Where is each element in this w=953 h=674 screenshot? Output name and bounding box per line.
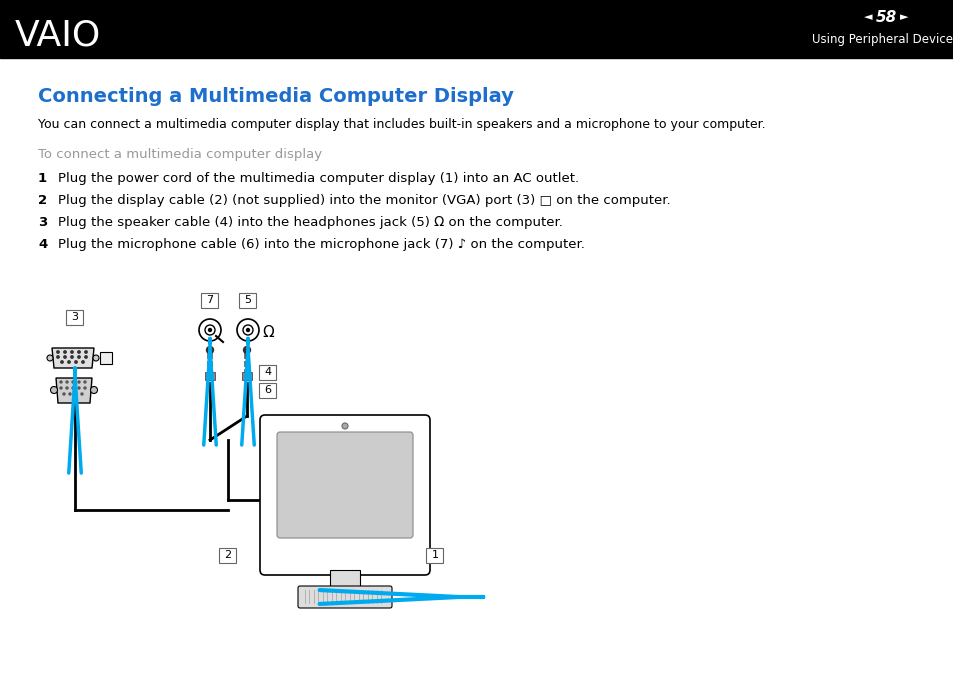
Circle shape <box>51 386 57 394</box>
Text: 1: 1 <box>431 550 438 560</box>
Circle shape <box>60 387 62 389</box>
Bar <box>67 309 84 324</box>
Circle shape <box>78 350 80 353</box>
Circle shape <box>243 325 253 335</box>
Bar <box>219 547 236 563</box>
Circle shape <box>69 393 71 395</box>
Circle shape <box>71 350 73 353</box>
Circle shape <box>64 356 66 358</box>
Circle shape <box>64 350 66 353</box>
Circle shape <box>243 346 251 353</box>
Text: 3: 3 <box>71 312 78 322</box>
Circle shape <box>84 381 86 383</box>
Text: 3: 3 <box>38 216 48 229</box>
Circle shape <box>205 325 214 335</box>
Text: 6: 6 <box>264 385 272 395</box>
Bar <box>201 293 218 307</box>
Text: ◄: ◄ <box>862 12 871 22</box>
Circle shape <box>91 386 97 394</box>
Circle shape <box>57 356 59 358</box>
Text: 4: 4 <box>264 367 272 377</box>
Bar <box>426 547 443 563</box>
Text: Ω: Ω <box>262 325 274 340</box>
Circle shape <box>74 361 77 363</box>
FancyBboxPatch shape <box>276 432 413 538</box>
Circle shape <box>60 381 62 383</box>
Text: Plug the display cable (2) (not supplied) into the monitor (VGA) port (3) □ on t: Plug the display cable (2) (not supplied… <box>58 194 670 207</box>
Bar <box>270 542 419 567</box>
FancyBboxPatch shape <box>297 586 392 608</box>
Circle shape <box>246 328 250 332</box>
Circle shape <box>71 387 74 389</box>
Circle shape <box>341 423 348 429</box>
Circle shape <box>85 350 87 353</box>
Text: To connect a multimedia computer display: To connect a multimedia computer display <box>38 148 322 161</box>
Text: 7: 7 <box>206 295 213 305</box>
Circle shape <box>206 346 213 353</box>
Circle shape <box>92 355 99 361</box>
Circle shape <box>61 361 63 363</box>
Bar <box>239 293 256 307</box>
Bar <box>242 372 252 380</box>
Bar <box>259 383 276 398</box>
Text: 2: 2 <box>38 194 47 207</box>
Text: Plug the power cord of the multimedia computer display (1) into an AC outlet.: Plug the power cord of the multimedia co… <box>58 172 578 185</box>
Text: Connecting a Multimedia Computer Display: Connecting a Multimedia Computer Display <box>38 87 514 106</box>
Bar <box>0 0 953 58</box>
Circle shape <box>84 387 86 389</box>
Bar <box>100 352 112 364</box>
Circle shape <box>66 381 68 383</box>
Circle shape <box>47 355 53 361</box>
Text: ►: ► <box>899 12 907 22</box>
Text: Plug the speaker cable (4) into the headphones jack (5) Ω on the computer.: Plug the speaker cable (4) into the head… <box>58 216 562 229</box>
Polygon shape <box>56 378 91 403</box>
Circle shape <box>85 356 87 358</box>
Bar <box>205 372 214 380</box>
Circle shape <box>66 387 68 389</box>
Circle shape <box>71 381 74 383</box>
Text: You can connect a multimedia computer display that includes built-in speakers an: You can connect a multimedia computer di… <box>38 118 765 131</box>
Circle shape <box>63 393 65 395</box>
FancyBboxPatch shape <box>260 415 430 575</box>
Polygon shape <box>52 348 94 368</box>
Bar <box>330 570 359 588</box>
Circle shape <box>57 350 59 353</box>
Text: 4: 4 <box>38 238 48 251</box>
Text: VAIO: VAIO <box>15 18 101 52</box>
Text: 58: 58 <box>875 9 896 24</box>
Text: 1: 1 <box>38 172 47 185</box>
Circle shape <box>199 319 221 341</box>
Bar <box>259 365 276 379</box>
Circle shape <box>236 319 258 341</box>
Text: 2: 2 <box>224 550 232 560</box>
Text: 5: 5 <box>244 295 252 305</box>
Circle shape <box>78 381 80 383</box>
Circle shape <box>75 393 77 395</box>
Text: Plug the microphone cable (6) into the microphone jack (7) ♪ on the computer.: Plug the microphone cable (6) into the m… <box>58 238 584 251</box>
Circle shape <box>82 361 84 363</box>
Circle shape <box>209 328 212 332</box>
Circle shape <box>78 356 80 358</box>
Circle shape <box>81 393 83 395</box>
Circle shape <box>68 361 71 363</box>
Circle shape <box>78 387 80 389</box>
Circle shape <box>71 356 73 358</box>
Text: Using Peripheral Devices: Using Peripheral Devices <box>812 34 953 47</box>
